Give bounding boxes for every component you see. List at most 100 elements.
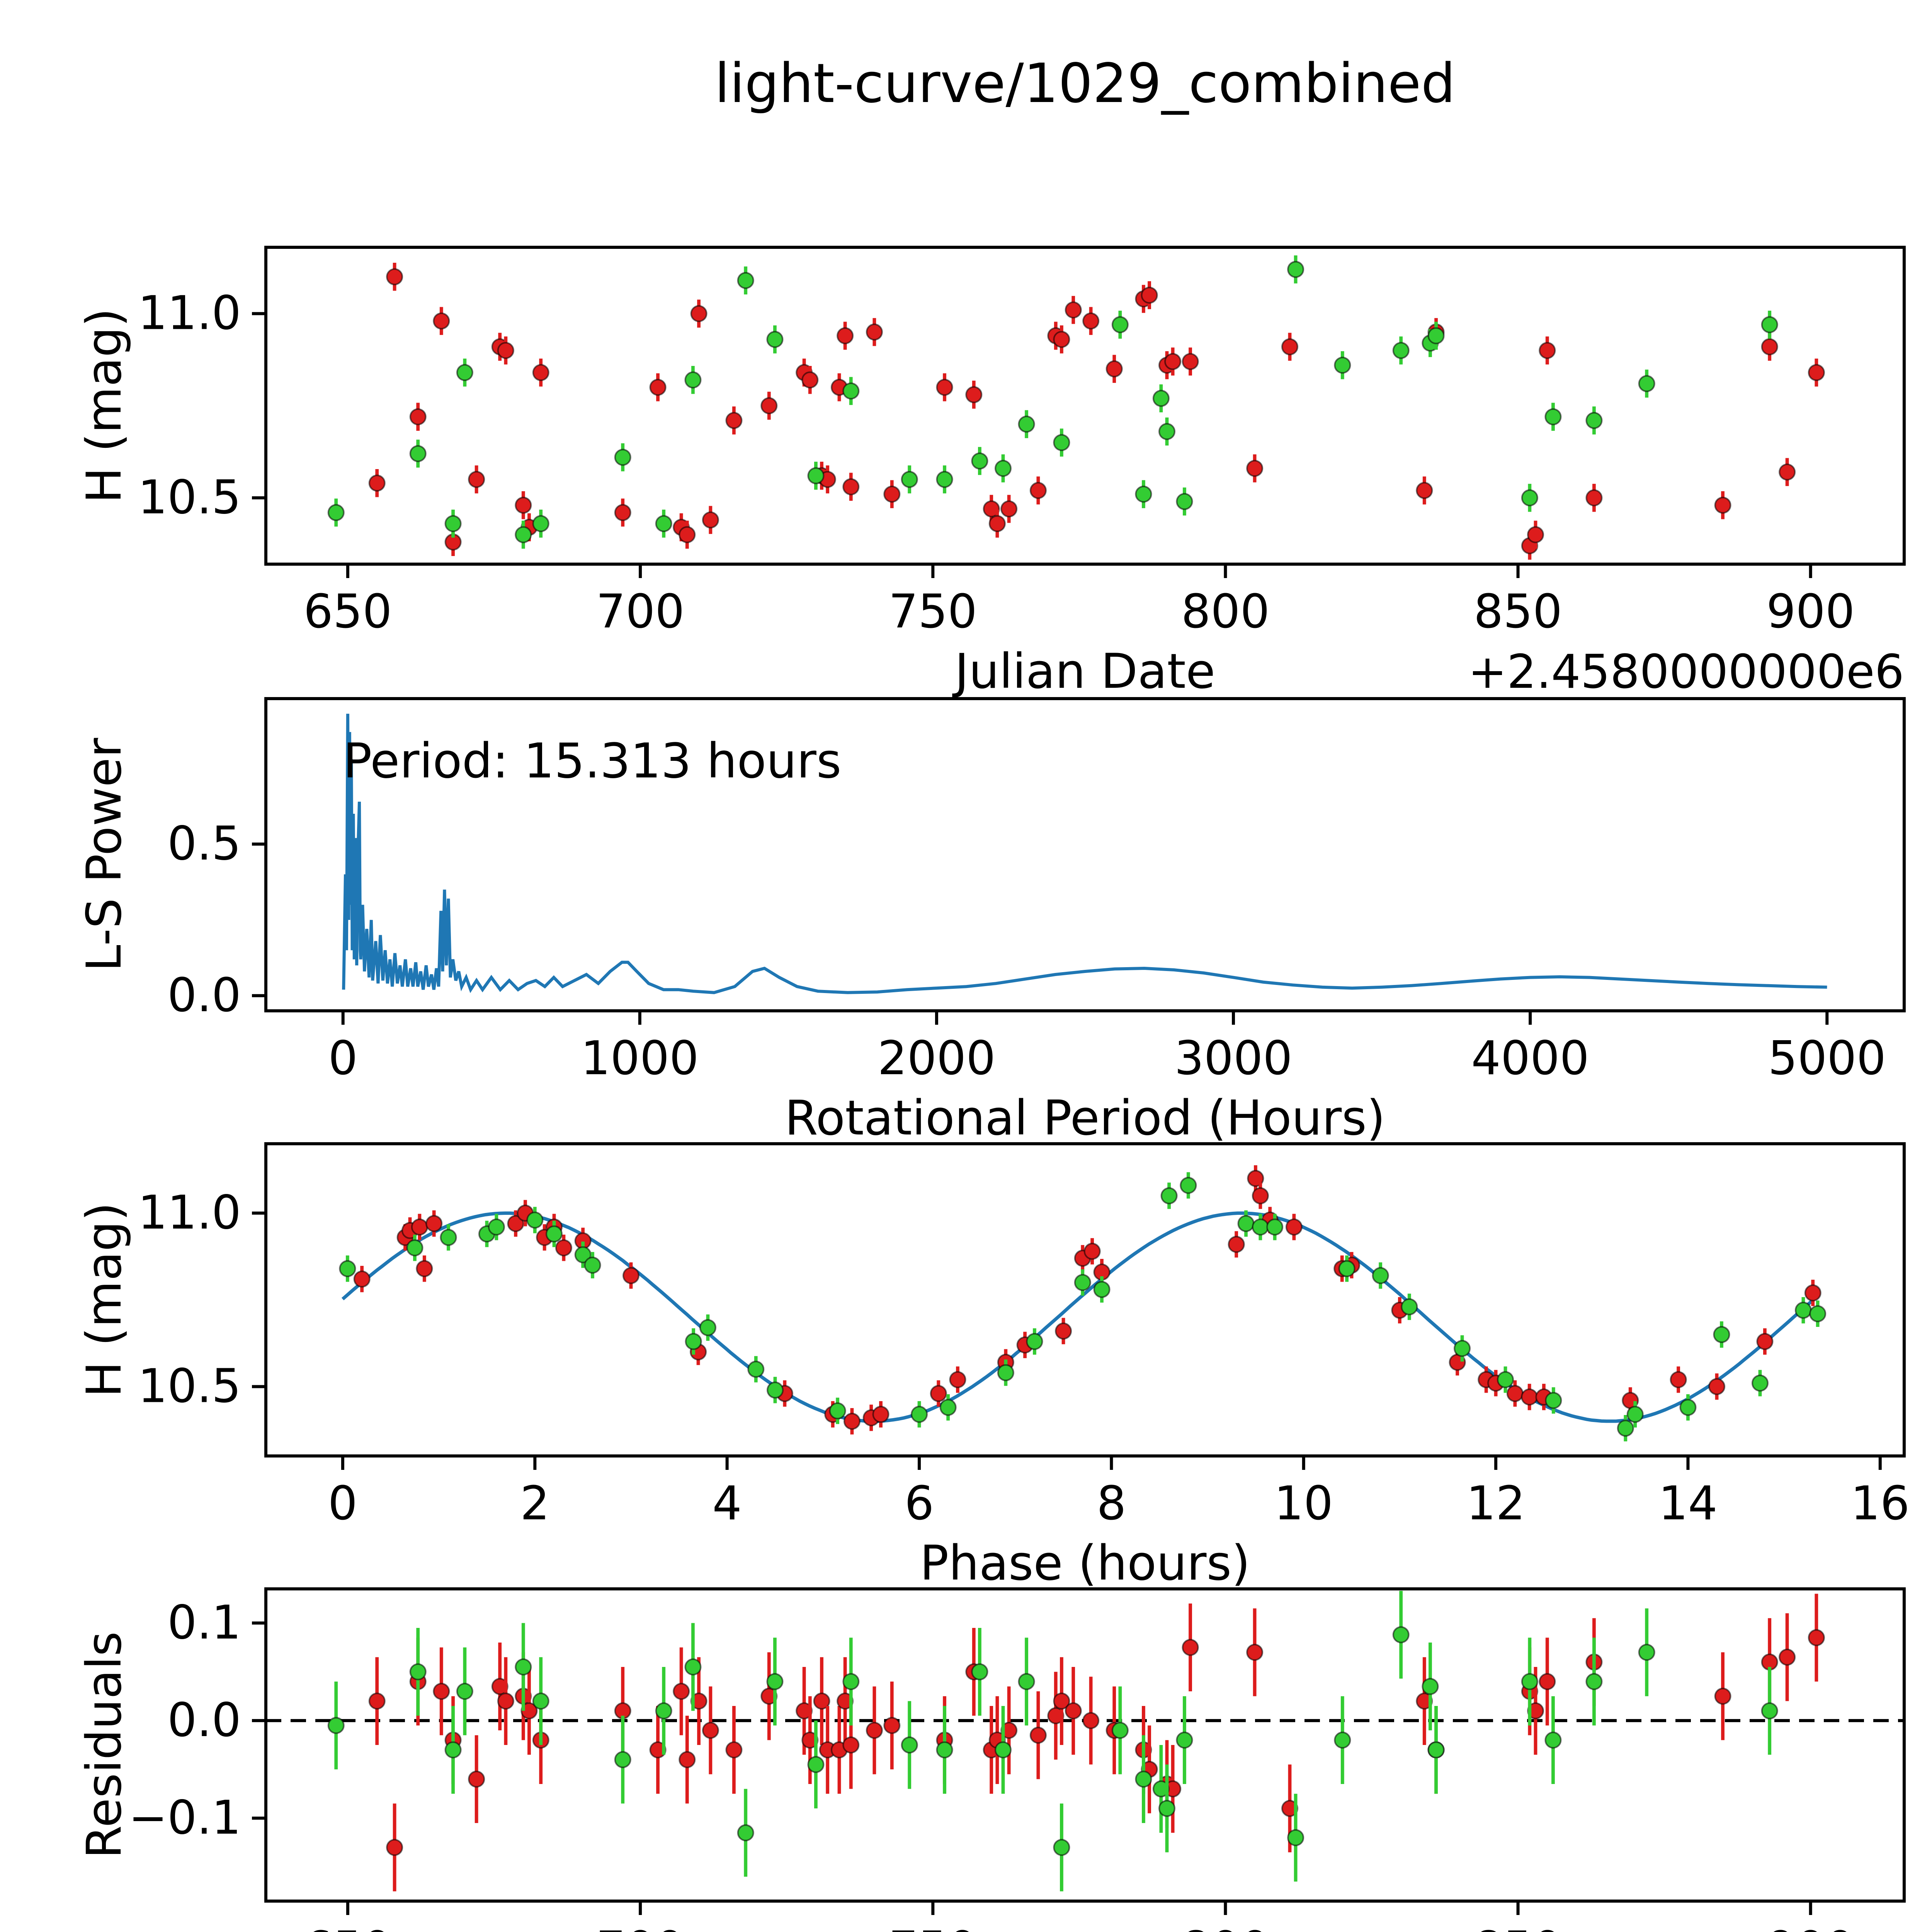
green-data-point <box>1053 434 1070 451</box>
red-data-point <box>866 1722 883 1739</box>
green-data-point <box>1713 1326 1730 1343</box>
green-data-point <box>766 1673 784 1690</box>
red-data-point <box>497 342 514 359</box>
red-data-point <box>1182 1639 1199 1656</box>
x-tick-label: 12 <box>1466 1477 1526 1531</box>
red-data-point <box>1779 1648 1796 1666</box>
green-data-point <box>737 1824 754 1842</box>
red-data-point <box>702 511 719 529</box>
green-data-point <box>1093 1281 1111 1298</box>
red-data-point <box>520 1702 538 1719</box>
green-data-point <box>1427 1741 1445 1759</box>
green-data-point <box>747 1361 765 1378</box>
red-data-point <box>532 364 549 381</box>
red-data-point <box>1808 1629 1825 1646</box>
green-data-point <box>515 526 532 543</box>
x-tick-label: 650 <box>303 585 392 639</box>
red-data-point <box>1083 1243 1101 1260</box>
red-data-point <box>1539 342 1556 359</box>
red-data-point <box>386 268 403 286</box>
green-data-point <box>1018 1673 1035 1690</box>
red-data-point <box>1708 1378 1726 1395</box>
green-data-point <box>655 1702 672 1719</box>
x-tick-label: 5000 <box>1768 1032 1886 1085</box>
green-data-point <box>1454 1340 1471 1357</box>
red-data-point <box>468 471 485 488</box>
green-data-point <box>767 1381 784 1399</box>
green-data-point <box>1422 1678 1439 1695</box>
red-data-point <box>1029 1726 1047 1744</box>
red-data-point <box>1246 460 1264 477</box>
red-data-point <box>1670 1371 1687 1388</box>
red-data-point <box>1281 1800 1298 1817</box>
green-data-point <box>1427 327 1445 344</box>
green-data-point <box>1334 357 1351 374</box>
green-data-point <box>1180 1177 1197 1194</box>
x-tick-label: 3000 <box>1174 1032 1292 1085</box>
green-data-point <box>1026 1333 1043 1350</box>
green-data-point <box>1617 1420 1634 1437</box>
green-data-point <box>584 1257 601 1274</box>
green-data-point <box>488 1218 505 1236</box>
green-data-point <box>409 445 427 462</box>
red-data-point <box>1252 1187 1269 1204</box>
x-tick-label: 8 <box>1097 1477 1126 1531</box>
x-axis-label: Julian Date <box>952 644 1215 699</box>
red-data-point <box>409 408 427 425</box>
x-tick-label: 2000 <box>878 1032 995 1085</box>
red-data-point <box>649 1741 667 1759</box>
green-data-point <box>807 1756 825 1773</box>
axes-frame <box>264 1142 1906 1458</box>
x-tick-label: 10 <box>1274 1477 1333 1531</box>
red-data-point <box>883 485 901 503</box>
red-data-point <box>368 1692 386 1710</box>
red-data-point <box>796 1702 813 1719</box>
red-data-point <box>497 1692 514 1710</box>
green-data-point <box>574 1246 592 1264</box>
y-axis-label: L-S Power <box>77 738 132 972</box>
green-data-point <box>444 1741 462 1759</box>
green-data-point <box>1794 1301 1812 1319</box>
red-data-point <box>1065 301 1082 319</box>
x-tick-label: 4 <box>712 1477 742 1531</box>
green-data-point <box>1135 485 1152 503</box>
green-data-point <box>684 371 702 389</box>
green-data-point <box>1160 1187 1178 1204</box>
red-data-point <box>1527 1702 1544 1719</box>
green-data-point <box>1638 1644 1655 1661</box>
red-data-point <box>425 1215 443 1232</box>
red-data-point <box>866 323 883 341</box>
green-data-point <box>456 1683 473 1700</box>
x-axis-label: Rotational Period (Hours) <box>785 1090 1386 1146</box>
red-data-point <box>1082 312 1100 330</box>
red-data-point <box>1164 353 1182 370</box>
green-data-point <box>939 1399 957 1416</box>
red-data-point <box>837 327 854 344</box>
green-data-point <box>444 515 462 532</box>
green-data-point <box>1372 1267 1389 1284</box>
x-tick-label: 0 <box>328 1032 358 1085</box>
green-data-point <box>1074 1274 1091 1291</box>
red-data-point <box>1416 1692 1433 1710</box>
red-data-point <box>965 386 983 403</box>
x-tick-label: 750 <box>889 585 977 639</box>
red-data-point <box>1047 1707 1065 1725</box>
green-data-point <box>1761 1702 1778 1719</box>
red-data-point <box>411 1218 428 1236</box>
panel-phase: 0 2 4 6 8 10 12 14 16 10.5 11.0 Phase (hours) H (mag… <box>77 1142 1910 1591</box>
green-data-point <box>1521 489 1538 507</box>
green-data-point <box>409 1663 427 1680</box>
green-data-point <box>1334 1731 1351 1749</box>
green-data-point <box>936 1741 953 1759</box>
red-data-point <box>1527 526 1544 543</box>
green-data-point <box>936 471 953 488</box>
red-data-point <box>702 1722 719 1739</box>
green-data-point <box>1585 1673 1603 1690</box>
red-data-point <box>983 500 1000 517</box>
red-data-point <box>872 1406 889 1423</box>
green-data-point <box>807 467 825 485</box>
green-data-point <box>901 471 918 488</box>
red-data-point <box>690 1692 707 1710</box>
